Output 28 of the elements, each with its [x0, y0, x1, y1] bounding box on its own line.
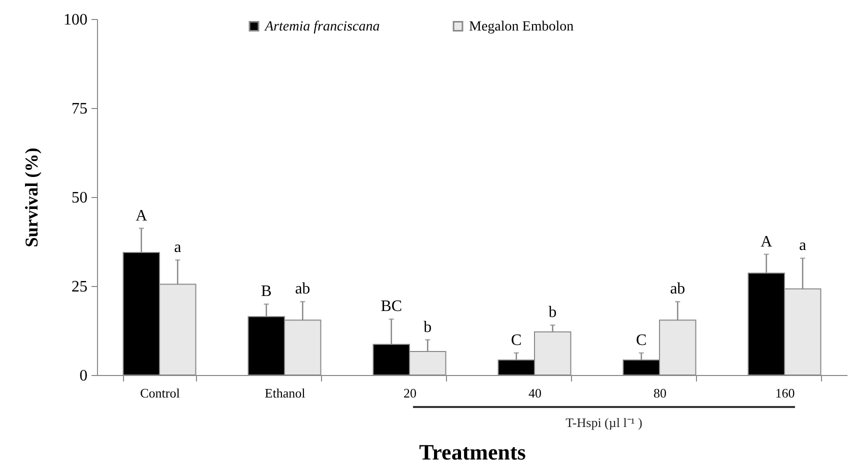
data-label: b [424, 318, 432, 336]
data-label: A [136, 207, 148, 224]
data-label: C [511, 332, 522, 349]
data-label: B [261, 283, 272, 300]
text: T-Hspi (µl l⁻¹ ) [413, 406, 795, 431]
y-tick-label: 75 [72, 100, 88, 118]
x-tick-label: 160 [775, 386, 795, 400]
x-axis-title: Treatments [419, 440, 526, 464]
data-label: a [174, 239, 182, 256]
data-label: ab [670, 280, 686, 298]
data-label: a [799, 237, 806, 254]
x-tick-label: Ethanol [264, 386, 306, 400]
x-tick-label: 80 [654, 386, 666, 400]
legend-label: Artemia franciscana [264, 19, 380, 34]
x-tick-label: Control [140, 386, 180, 400]
y-tick-label: 0 [80, 368, 88, 384]
legend-label: Megalon Embolon [469, 19, 574, 34]
data-label: ab [295, 280, 310, 298]
y-tick-label: 100 [64, 12, 88, 28]
data-label: b [548, 304, 557, 322]
y-tick-label: 25 [72, 278, 88, 296]
y-axis-title: Survival (%) [22, 148, 42, 248]
data-label: BC [380, 298, 402, 316]
y-tick-label: 50 [72, 190, 88, 206]
data-label: A [760, 233, 773, 250]
x-tick-label: 20 [404, 386, 416, 400]
x-tick-label: 40 [528, 386, 542, 400]
data-label: C [636, 332, 647, 349]
